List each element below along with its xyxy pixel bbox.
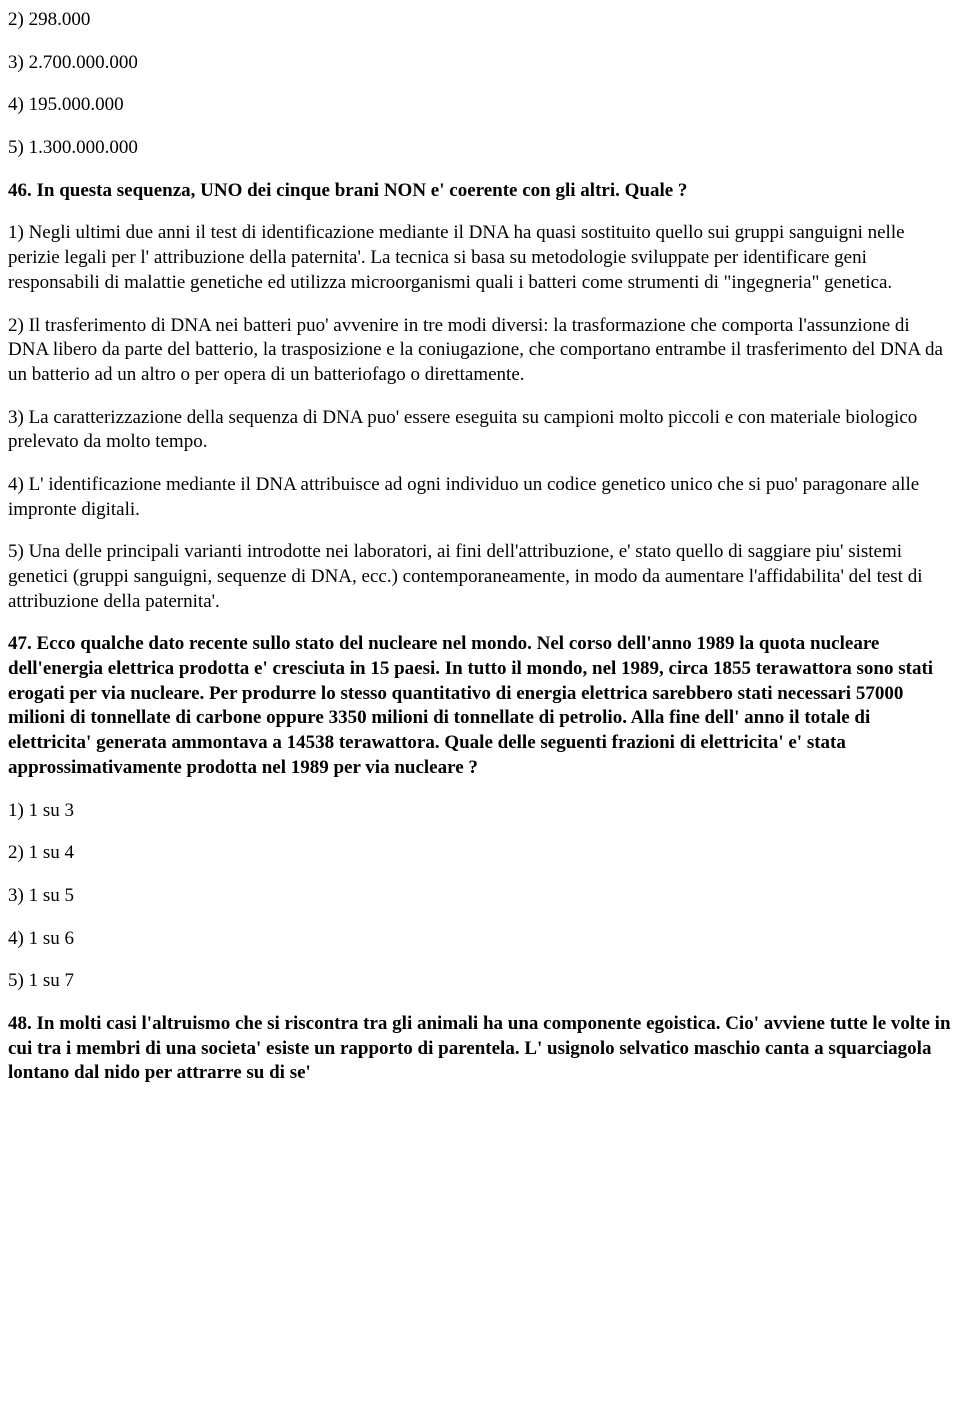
q47-option-1: 1) 1 su 3: [8, 799, 952, 824]
q47-option-4: 4) 1 su 6: [8, 927, 952, 952]
q46-prompt: 46. In questa sequenza, UNO dei cinque b…: [8, 179, 952, 204]
q47-option-2: 2) 1 su 4: [8, 841, 952, 866]
q47-prompt: 47. Ecco qualche dato recente sullo stat…: [8, 632, 952, 780]
q47-option-5: 5) 1 su 7: [8, 969, 952, 994]
q45-option-5: 5) 1.300.000.000: [8, 136, 952, 161]
q46-option-5: 5) Una delle principali varianti introdo…: [8, 540, 952, 614]
q45-option-4: 4) 195.000.000: [8, 93, 952, 118]
q46-option-2: 2) Il trasferimento di DNA nei batteri p…: [8, 314, 952, 388]
q46-option-3: 3) La caratterizzazione della sequenza d…: [8, 406, 952, 455]
q46-option-1: 1) Negli ultimi due anni il test di iden…: [8, 221, 952, 295]
q45-option-3: 3) 2.700.000.000: [8, 51, 952, 76]
q48-prompt: 48. In molti casi l'altruismo che si ris…: [8, 1012, 952, 1086]
q46-option-4: 4) L' identificazione mediante il DNA at…: [8, 473, 952, 522]
q47-option-3: 3) 1 su 5: [8, 884, 952, 909]
q45-option-2: 2) 298.000: [8, 8, 952, 33]
